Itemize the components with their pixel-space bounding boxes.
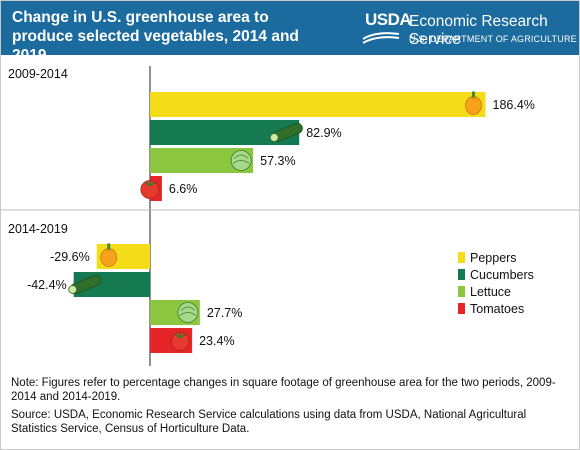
legend-swatch-tomatoes (458, 303, 465, 314)
cucumber-icon (269, 122, 303, 143)
chart-title: Change in U.S. greenhouse area to produc… (12, 9, 299, 64)
agency-name: Economic Research Service (409, 13, 548, 48)
data-label: -29.6% (50, 250, 90, 264)
data-label: 82.9% (306, 126, 341, 140)
legend-label-tomatoes: Tomatoes (470, 302, 524, 316)
tomato-icon (170, 332, 190, 351)
data-label: 6.6% (169, 182, 198, 196)
header-banner: Change in U.S. greenhouse area to produc… (1, 1, 579, 64)
legend-swatch-lettuce (458, 286, 465, 297)
group-label: 2014-2019 (8, 222, 68, 236)
data-label: 57.3% (260, 154, 295, 168)
lettuce-icon (230, 150, 252, 171)
legend-label-cucumbers: Cucumbers (470, 268, 534, 282)
data-label: -42.4% (27, 278, 67, 292)
data-label: 23.4% (199, 334, 234, 348)
usda-logo-icon (362, 32, 400, 44)
bar-peppers (150, 92, 486, 117)
pepper-icon (465, 91, 482, 115)
lettuce-icon (177, 302, 199, 323)
tomato-icon (140, 180, 160, 199)
usda-logo-text: USDA (365, 10, 412, 29)
legend-label-lettuce: Lettuce (470, 285, 511, 299)
data-label: 27.7% (207, 306, 242, 320)
bar-chart: 2009-2014 186.4% 82.9% 57.3% 6.6% 2014-2019 -2… (0, 66, 580, 366)
data-label: 186.4% (493, 98, 535, 112)
legend-swatch-cucumbers (458, 269, 465, 280)
chart-source: Source: USDA, Economic Research Service … (11, 409, 527, 435)
cucumber-icon (68, 274, 102, 295)
chart-note: Note: Figures refer to percentage change… (11, 377, 556, 403)
pepper-icon (100, 243, 118, 267)
chart-area: 2009-2014 186.4% 82.9% 57.3% 6.6% 2014-2019 -2… (0, 56, 580, 376)
legend-label-peppers: Peppers (470, 251, 517, 265)
legend-swatch-peppers (458, 252, 465, 263)
group-label: 2009-2014 (8, 67, 68, 81)
department-name: U.S. DEPARTMENT OF AGRICULTURE (409, 34, 577, 44)
